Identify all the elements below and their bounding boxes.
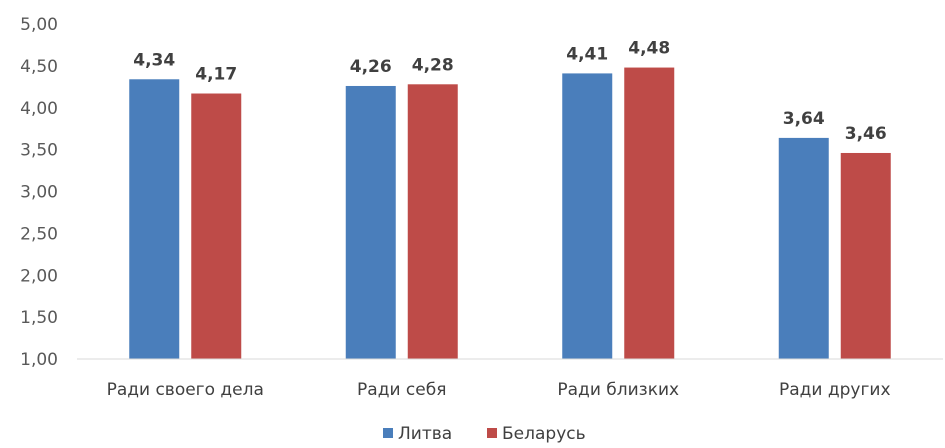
y-tick-label: 1,50 [20, 308, 58, 328]
bar [562, 73, 613, 359]
data-label: 3,64 [783, 109, 825, 129]
y-tick-label: 1,00 [20, 350, 58, 370]
y-tick-label: 5,00 [20, 15, 58, 35]
data-label: 4,26 [350, 57, 392, 77]
y-axis-ticks: 1,00 1,50 2,00 2,50 3,00 3,50 4,00 4,50 5,00 [20, 15, 58, 370]
y-tick-label: 3,00 [20, 183, 58, 203]
bar [129, 79, 180, 360]
y-tick-label: 4,50 [20, 57, 58, 77]
bars: 4,34 4,17 4,26 4,28 4,41 4,48 3,64 3,46 [129, 39, 891, 360]
bar [778, 137, 829, 359]
x-tick-label: Ради своего дела [107, 380, 264, 400]
data-label: 4,48 [628, 39, 670, 59]
legend: Литва Беларусь [383, 424, 586, 444]
legend-label: Беларусь [502, 424, 586, 444]
bar [624, 67, 675, 360]
y-tick-label: 3,50 [20, 141, 58, 161]
legend-swatch [487, 428, 497, 438]
y-tick-label: 4,00 [20, 99, 58, 119]
y-tick-label: 2,50 [20, 224, 58, 244]
category-labels: Ради своего дела Ради себя Ради близких Рад… [107, 380, 891, 400]
data-label: 3,46 [845, 124, 887, 144]
legend-swatch [383, 428, 393, 438]
legend-label: Литва [398, 424, 452, 444]
y-tick-label: 2,00 [20, 266, 58, 286]
data-label: 4,28 [412, 55, 454, 75]
data-label: 4,17 [195, 65, 237, 85]
data-label: 4,41 [566, 44, 608, 64]
bar [191, 93, 242, 359]
x-tick-label: Ради себя [357, 380, 446, 400]
x-tick-label: Ради других [779, 380, 891, 400]
data-label: 4,34 [133, 50, 175, 70]
bar [345, 85, 396, 359]
bar [407, 84, 458, 360]
x-tick-label: Ради близких [557, 380, 679, 400]
bar [840, 152, 891, 359]
